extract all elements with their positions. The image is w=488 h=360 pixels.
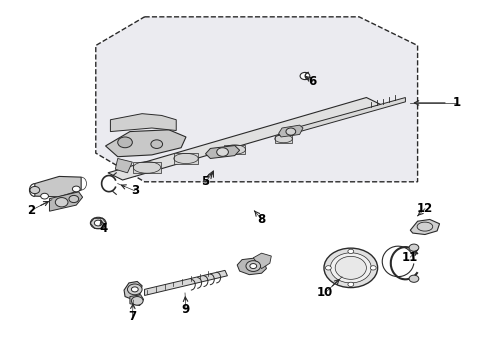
Polygon shape xyxy=(49,192,82,211)
Polygon shape xyxy=(224,145,245,154)
Circle shape xyxy=(408,244,418,251)
Text: 8: 8 xyxy=(257,213,265,226)
Circle shape xyxy=(151,140,162,148)
Circle shape xyxy=(131,297,143,305)
Text: 11: 11 xyxy=(401,251,418,264)
Text: 4: 4 xyxy=(99,222,107,235)
Circle shape xyxy=(334,256,366,279)
Polygon shape xyxy=(96,17,417,182)
Circle shape xyxy=(127,284,142,295)
Polygon shape xyxy=(108,98,380,180)
Circle shape xyxy=(30,186,40,194)
Text: 10: 10 xyxy=(316,287,332,300)
Circle shape xyxy=(41,193,48,199)
Circle shape xyxy=(347,282,353,287)
Polygon shape xyxy=(115,158,132,173)
Polygon shape xyxy=(278,125,303,137)
Text: 1: 1 xyxy=(451,96,460,109)
Polygon shape xyxy=(288,98,405,135)
Circle shape xyxy=(285,128,295,135)
Text: 2: 2 xyxy=(27,204,35,217)
Circle shape xyxy=(245,261,260,271)
Polygon shape xyxy=(274,135,292,143)
Circle shape xyxy=(118,137,132,148)
Polygon shape xyxy=(133,162,160,173)
Circle shape xyxy=(324,248,377,288)
Circle shape xyxy=(55,198,68,207)
Text: 3: 3 xyxy=(130,184,139,197)
Polygon shape xyxy=(130,295,143,306)
Polygon shape xyxy=(173,153,198,163)
Circle shape xyxy=(408,275,418,282)
Text: 7: 7 xyxy=(128,310,136,323)
Text: 6: 6 xyxy=(308,75,316,88)
Circle shape xyxy=(216,148,228,156)
Text: 12: 12 xyxy=(416,202,432,215)
Polygon shape xyxy=(124,282,142,300)
Polygon shape xyxy=(110,114,176,132)
Circle shape xyxy=(325,266,330,270)
Polygon shape xyxy=(144,270,227,296)
Polygon shape xyxy=(105,130,185,157)
Circle shape xyxy=(94,220,102,226)
Circle shape xyxy=(69,195,79,203)
Polygon shape xyxy=(205,145,239,158)
Circle shape xyxy=(347,249,353,253)
Polygon shape xyxy=(409,220,439,234)
Polygon shape xyxy=(237,258,266,275)
Circle shape xyxy=(131,287,138,292)
Circle shape xyxy=(249,264,256,269)
Circle shape xyxy=(300,72,309,80)
Circle shape xyxy=(90,217,106,229)
Circle shape xyxy=(72,186,80,192)
Circle shape xyxy=(369,266,375,270)
Text: 5: 5 xyxy=(201,175,209,188)
Polygon shape xyxy=(35,176,81,197)
Polygon shape xyxy=(253,253,271,269)
Text: 9: 9 xyxy=(182,303,190,316)
Circle shape xyxy=(330,253,370,283)
